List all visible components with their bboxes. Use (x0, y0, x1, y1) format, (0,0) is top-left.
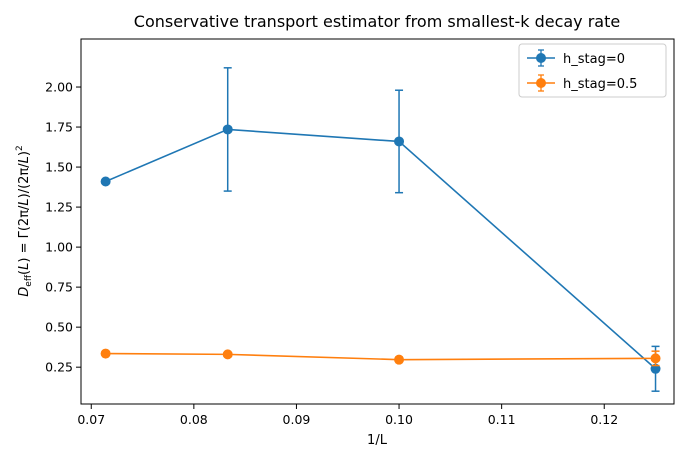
x-axis-label: 1/L (367, 433, 388, 448)
legend-item: h_stag=0.5 (527, 74, 637, 92)
x-tick-label: 0.10 (385, 412, 413, 427)
y-tick-label: 0.50 (45, 320, 73, 335)
y-tick-label: 1.75 (45, 120, 73, 135)
y-tick-label: 0.25 (45, 360, 73, 375)
data-point (100, 348, 111, 359)
series-layer (100, 67, 661, 392)
legend-label: h_stag=0.5 (563, 77, 637, 92)
data-point (100, 176, 111, 187)
y-axis: 0.25 0.50 0.75 1.00 1.25 1.50 1.75 2.00 (45, 80, 81, 375)
svg-text:Deff(L) = Γ(2π/L)/(2π/L)2: Deff(L) = Γ(2π/L)/(2π/L)2 (15, 145, 34, 296)
plot-frame (80, 38, 675, 405)
series-h-stag-0 (100, 67, 661, 392)
y-tick-label: 1.25 (45, 200, 73, 215)
chart-title: Conservative transport estimator from sm… (134, 12, 620, 31)
x-tick-label: 0.07 (77, 412, 105, 427)
series-line (105, 352, 656, 361)
series-line (105, 128, 657, 370)
legend: h_stag=0 h_stag=0.5 (518, 43, 667, 98)
y-tick-label: 0.75 (45, 280, 73, 295)
data-point (394, 136, 405, 147)
legend-box (518, 43, 667, 98)
x-tick-label: 0.09 (283, 412, 311, 427)
x-tick-label: 0.08 (180, 412, 208, 427)
series-h-stag-0-5 (100, 348, 661, 367)
x-tick-label: 0.12 (590, 412, 618, 427)
y-tick-label: 1.00 (45, 240, 73, 255)
legend-label: h_stag=0 (563, 52, 625, 67)
legend-item: h_stag=0 (527, 49, 625, 67)
data-point (222, 349, 233, 360)
data-point (650, 353, 661, 364)
x-tick-label: 0.11 (488, 412, 516, 427)
data-point (222, 124, 233, 135)
y-axis-label: Deff(L) = Γ(2π/L)/(2π/L)2 (15, 145, 34, 296)
y-tick-label: 2.00 (45, 80, 73, 95)
legend-marker (536, 78, 546, 88)
data-point (394, 354, 405, 365)
legend-marker (536, 53, 546, 63)
x-axis: 0.07 0.08 0.09 0.10 0.11 0.12 (77, 404, 618, 427)
y-tick-label: 1.50 (45, 160, 73, 175)
